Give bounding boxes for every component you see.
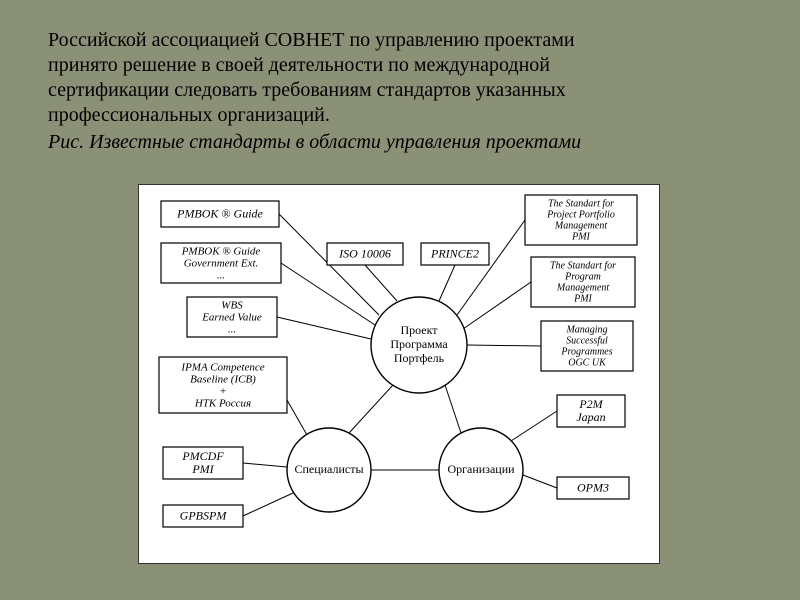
box-label-std_prog-2: Management <box>556 283 609 294</box>
title-line-3: сертификации следовать требованиям станд… <box>48 78 752 103</box>
circle-label-center-0: Проект <box>400 323 438 337</box>
box-label-gpbs-0: GPBSPM <box>180 509 228 523</box>
edge-center-orgs <box>445 385 461 433</box>
edge-prince2-center <box>439 265 455 301</box>
box-label-pmbok_gov-2: ... <box>217 269 225 281</box>
box-label-p2m-0: P2M <box>578 397 603 411</box>
box-label-pmcdf-1: PMI <box>191 462 214 476</box>
box-label-wbs-1: Earned Value <box>201 311 262 323</box>
box-label-wbs-0: WBS <box>221 299 243 311</box>
edge-gpbs-specialists <box>243 493 293 516</box>
box-label-msp-1: Successful <box>566 336 608 347</box>
edge-std_port-center <box>457 220 525 315</box>
edge-iso-center <box>365 265 397 301</box>
box-label-ipma-2: + <box>219 385 226 397</box>
edge-opm3-orgs <box>523 475 557 488</box>
box-label-std_port-1: Project Portfolio <box>546 210 615 221</box>
edge-ipma-specialists <box>287 400 307 435</box>
box-label-ipma-0: IPMA Competence <box>180 361 264 373</box>
edge-pmbok_gov-center <box>281 263 375 325</box>
box-label-pmbok_gov-0: PMBOK ® Guide <box>181 245 261 257</box>
box-label-std_port-2: Management <box>554 221 607 232</box>
circle-label-orgs-0: Организации <box>447 462 515 476</box>
box-label-ipma-3: НТК Россия <box>194 397 251 409</box>
box-label-std_prog-0: The Standart for <box>550 261 616 272</box>
box-label-std_prog-3: PMI <box>573 294 592 305</box>
edge-pmcdf-specialists <box>243 463 287 467</box>
box-label-pmcdf-0: PMCDF <box>181 449 224 463</box>
edge-p2m-orgs <box>511 411 557 441</box>
title-line-4: профессиональных организаций. <box>48 103 752 128</box>
box-label-msp-3: OGC UK <box>568 358 607 369</box>
box-label-prince2-0: PRINCE2 <box>430 247 479 261</box>
title-block: Российской ассоциацией СОВНЕТ по управле… <box>48 28 752 155</box>
box-label-opm3-0: OPM3 <box>577 481 609 495</box>
box-label-pmbok_gov-1: Government Ext. <box>184 257 259 269</box>
diagram-svg: PMBOK ® GuidePMBOK ® GuideGovernment Ext… <box>139 185 657 561</box>
box-label-wbs-2: ... <box>228 323 236 335</box>
box-label-p2m-1: Japan <box>576 410 605 424</box>
title-line-1: Российской ассоциацией СОВНЕТ по управле… <box>48 28 752 53</box>
caption: Рис. Известные стандарты в области управ… <box>48 130 752 155</box>
box-label-msp-2: Programmes <box>560 347 612 358</box>
edge-wbs-center <box>277 317 371 339</box>
box-label-ipma-1: Baseline (ICB) <box>190 373 256 385</box>
box-label-std_prog-1: Program <box>564 272 601 283</box>
box-label-std_port-0: The Standart for <box>548 199 614 210</box>
box-label-pmbok-0: PMBOK ® Guide <box>176 207 263 221</box>
slide: Российской ассоциацией СОВНЕТ по управле… <box>0 0 800 600</box>
box-label-iso-0: ISO 10006 <box>338 247 391 261</box>
circle-label-center-2: Портфель <box>394 351 445 365</box>
box-label-std_port-3: PMI <box>571 232 590 243</box>
title-line-2: принято решение в своей деятельности по … <box>48 53 752 78</box>
edge-msp-center <box>467 345 541 346</box>
edge-center-specialists <box>349 385 393 433</box>
box-label-msp-0: Managing <box>565 325 607 336</box>
circle-label-specialists-0: Специалисты <box>294 462 363 476</box>
circle-label-center-1: Программа <box>390 337 448 351</box>
edge-std_prog-center <box>463 282 531 329</box>
diagram-frame: PMBOK ® GuidePMBOK ® GuideGovernment Ext… <box>138 184 660 564</box>
